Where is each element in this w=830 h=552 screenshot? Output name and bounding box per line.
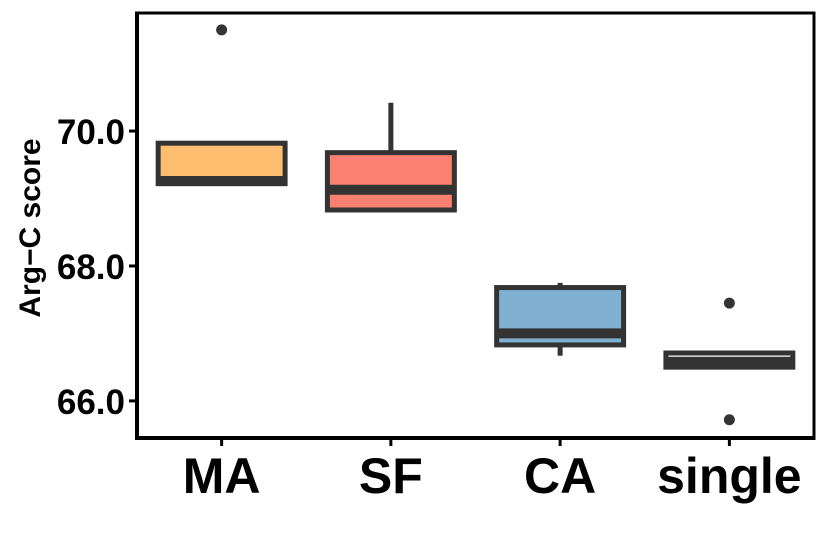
y-axis-label: Arg−C score — [14, 138, 47, 317]
box-body — [324, 150, 457, 213]
y-tick-label: 70.0 — [57, 113, 125, 152]
outlier-point — [723, 414, 735, 426]
outlier-point — [216, 24, 228, 36]
outlier-point — [723, 297, 735, 309]
plot-area — [155, 24, 796, 426]
x-tick-label: single — [657, 448, 801, 504]
axes — [135, 11, 816, 440]
x-tick-label: SF — [359, 448, 423, 504]
box-ma — [155, 24, 288, 187]
box-single — [663, 297, 796, 426]
box-sf — [324, 102, 457, 213]
box-ca — [494, 282, 627, 356]
ticks: 66.0 68.0 70.0 MA SF CA single — [57, 113, 802, 504]
x-tick-label: MA — [183, 448, 261, 504]
y-tick-label: 66.0 — [57, 383, 125, 422]
x-tick-label: CA — [524, 448, 596, 504]
y-tick-label: 68.0 — [57, 248, 125, 287]
